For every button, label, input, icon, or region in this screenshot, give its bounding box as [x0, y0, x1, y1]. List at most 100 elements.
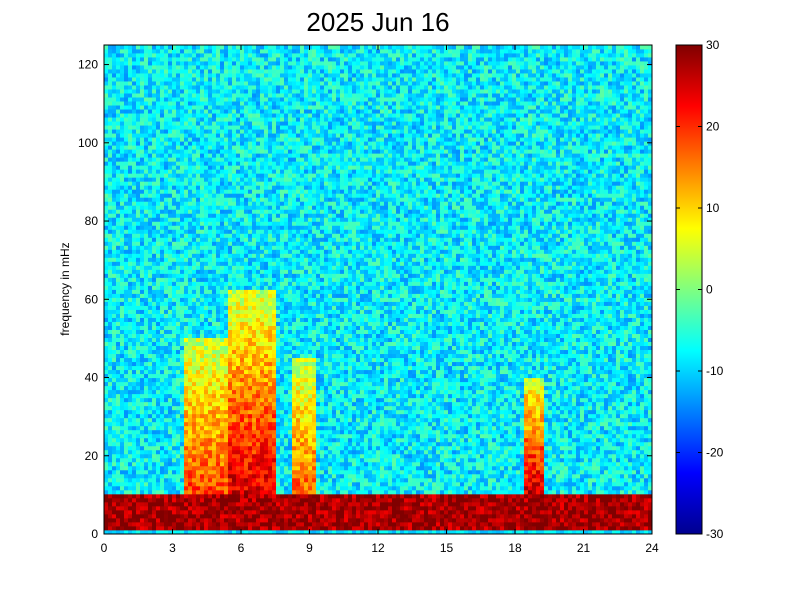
- heatmap-cell: [104, 93, 108, 97]
- heatmap-cell: [256, 350, 260, 354]
- heatmap-cell: [236, 277, 240, 281]
- heatmap-cell: [128, 398, 132, 402]
- heatmap-cell: [176, 149, 180, 153]
- heatmap-cell: [120, 173, 124, 177]
- heatmap-cell: [188, 430, 192, 434]
- heatmap-cell: [208, 438, 212, 442]
- heatmap-cell: [124, 410, 128, 414]
- heatmap-cell: [212, 221, 216, 225]
- heatmap-cell: [212, 53, 216, 57]
- heatmap-cell: [168, 113, 172, 117]
- heatmap-cell: [264, 358, 268, 362]
- heatmap-cell: [200, 354, 204, 358]
- heatmap-cell: [168, 438, 172, 442]
- heatmap-cell: [168, 402, 172, 406]
- heatmap-cell: [152, 173, 156, 177]
- heatmap-cell: [200, 193, 204, 197]
- heatmap-cell: [148, 109, 152, 113]
- heatmap-cell: [264, 101, 268, 105]
- heatmap-cell: [144, 109, 148, 113]
- heatmap-cell: [112, 253, 116, 257]
- heatmap-cell: [208, 85, 212, 89]
- heatmap-cell: [148, 294, 152, 298]
- heatmap-cell: [184, 217, 188, 221]
- heatmap-cell: [148, 81, 152, 85]
- heatmap-cell: [136, 410, 140, 414]
- heatmap-cell: [228, 526, 232, 530]
- heatmap-cell: [240, 137, 244, 141]
- heatmap-cell: [244, 462, 248, 466]
- heatmap-cell: [168, 410, 172, 414]
- heatmap-cell: [240, 374, 244, 378]
- heatmap-cell: [236, 330, 240, 334]
- heatmap-cell: [132, 81, 136, 85]
- heatmap-cell: [260, 298, 264, 302]
- heatmap-cell: [244, 442, 248, 446]
- heatmap-cell: [216, 370, 220, 374]
- heatmap-cell: [212, 93, 216, 97]
- heatmap-cell: [116, 133, 120, 137]
- heatmap-cell: [220, 486, 224, 490]
- heatmap-cell: [264, 458, 268, 462]
- heatmap-cell: [192, 161, 196, 165]
- heatmap-cell: [152, 165, 156, 169]
- heatmap-cell: [248, 466, 252, 470]
- heatmap-cell: [220, 89, 224, 93]
- heatmap-cell: [216, 462, 220, 466]
- heatmap-cell: [160, 177, 164, 181]
- heatmap-cell: [116, 418, 120, 422]
- heatmap-cell: [128, 342, 132, 346]
- heatmap-cell: [128, 145, 132, 149]
- heatmap-cell: [208, 486, 212, 490]
- heatmap-cell: [136, 306, 140, 310]
- heatmap-cell: [160, 474, 164, 478]
- heatmap-cell: [248, 290, 252, 294]
- heatmap-cell: [240, 394, 244, 398]
- heatmap-cell: [108, 450, 112, 454]
- heatmap-cell: [160, 526, 164, 530]
- heatmap-cell: [260, 470, 264, 474]
- heatmap-cell: [184, 189, 188, 193]
- heatmap-cell: [152, 157, 156, 161]
- heatmap-cell: [220, 478, 224, 482]
- heatmap-cell: [132, 514, 136, 518]
- heatmap-cell: [204, 514, 208, 518]
- heatmap-cell: [228, 193, 232, 197]
- heatmap-cell: [172, 462, 176, 466]
- heatmap-cell: [240, 241, 244, 245]
- heatmap-cell: [132, 526, 136, 530]
- heatmap-cell: [208, 125, 212, 129]
- heatmap-cell: [232, 173, 236, 177]
- heatmap-cell: [168, 153, 172, 157]
- heatmap-cell: [244, 322, 248, 326]
- heatmap-cell: [164, 486, 168, 490]
- heatmap-cell: [240, 466, 244, 470]
- heatmap-cell: [264, 113, 268, 117]
- heatmap-cell: [228, 61, 232, 65]
- heatmap-cell: [256, 382, 260, 386]
- heatmap-cell: [112, 390, 116, 394]
- heatmap-cell: [192, 406, 196, 410]
- heatmap-cell: [220, 69, 224, 73]
- heatmap-cell: [264, 406, 268, 410]
- heatmap-cell: [256, 406, 260, 410]
- heatmap-cell: [184, 117, 188, 121]
- heatmap-cell: [216, 502, 220, 506]
- heatmap-cell: [132, 149, 136, 153]
- heatmap-cell: [196, 153, 200, 157]
- heatmap-cell: [152, 394, 156, 398]
- heatmap-cell: [128, 261, 132, 265]
- heatmap-cell: [232, 161, 236, 165]
- heatmap-cell: [220, 406, 224, 410]
- heatmap-cell: [216, 229, 220, 233]
- heatmap-cell: [152, 257, 156, 261]
- heatmap-cell: [244, 426, 248, 430]
- heatmap-cell: [164, 466, 168, 470]
- heatmap-cell: [180, 362, 184, 366]
- heatmap-cell: [156, 386, 160, 390]
- heatmap-cell: [132, 273, 136, 277]
- heatmap-cell: [200, 273, 204, 277]
- heatmap-cell: [264, 322, 268, 326]
- heatmap-cell: [188, 450, 192, 454]
- heatmap-cell: [232, 201, 236, 205]
